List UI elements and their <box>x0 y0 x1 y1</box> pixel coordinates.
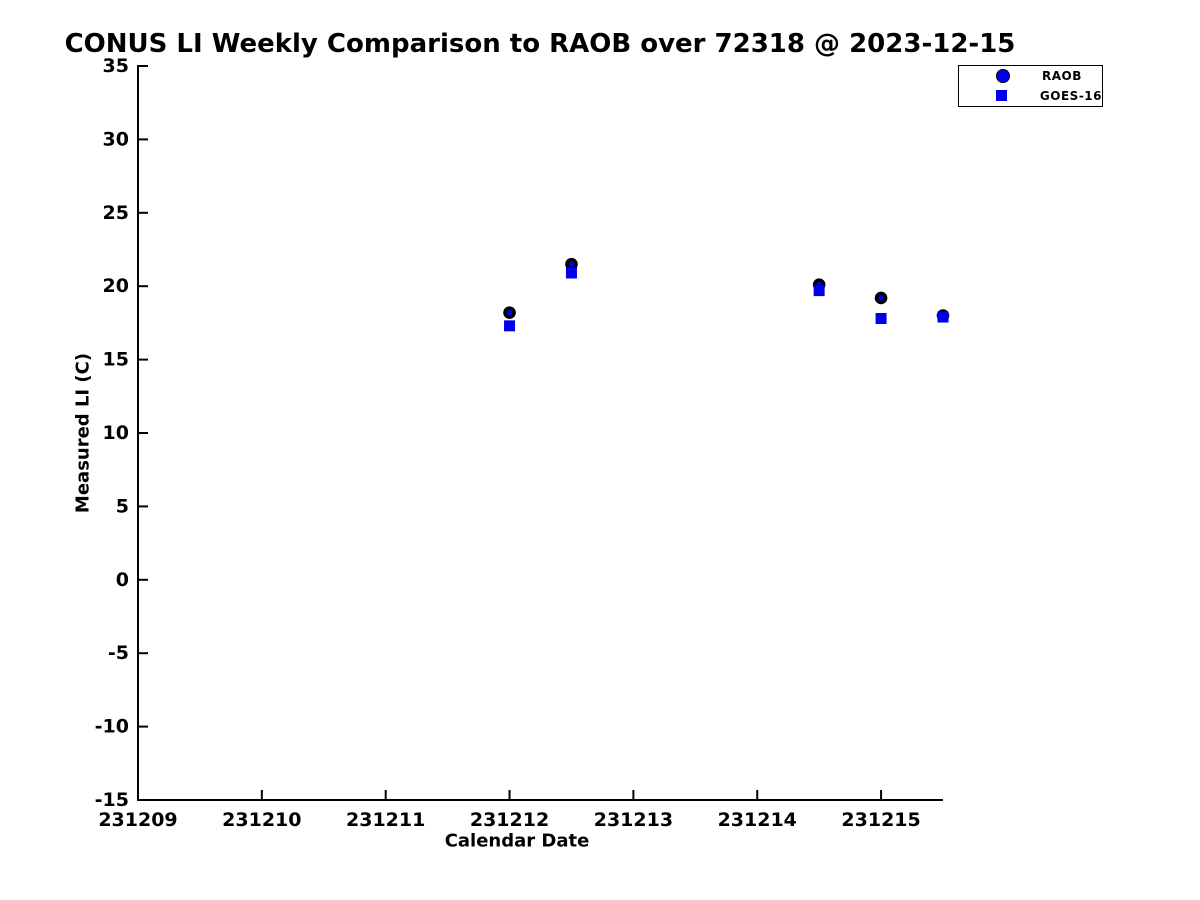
y-tick-label: 0 <box>116 569 129 591</box>
goes-16-marker <box>504 320 516 332</box>
legend-row-raob: RAOB <box>959 67 1102 85</box>
y-tick-label: -15 <box>95 789 129 811</box>
x-tick-label: 231209 <box>98 809 177 831</box>
raob-circle-icon <box>996 69 1010 84</box>
goes-16-marker <box>565 267 577 279</box>
raob-marker <box>565 257 578 271</box>
raob-marker <box>503 306 516 319</box>
y-tick-label: 25 <box>103 202 129 224</box>
legend-label-raob: RAOB <box>1042 69 1082 84</box>
y-tick-label: 15 <box>103 349 129 371</box>
y-tick-label: 5 <box>116 495 129 517</box>
y-tick-label: -5 <box>108 642 129 664</box>
x-tick-label: 231215 <box>841 809 920 831</box>
goes-16-marker <box>813 285 825 297</box>
raob-marker <box>874 291 888 305</box>
x-tick-label: 231214 <box>718 809 797 831</box>
legend: RAOB GOES-16 <box>958 65 1103 107</box>
x-tick-label: 231212 <box>470 809 549 831</box>
y-tick-label: 10 <box>103 422 129 444</box>
x-axis-label: Calendar Date <box>444 830 590 852</box>
goes16-square-icon <box>996 90 1008 102</box>
goes-16-marker <box>875 312 887 324</box>
legend-label-goes16: GOES-16 <box>1039 88 1102 103</box>
y-tick-label: 20 <box>103 275 129 297</box>
x-tick-label: 231211 <box>346 809 425 831</box>
y-tick-label: -10 <box>95 716 129 738</box>
x-tick-label: 231213 <box>594 809 673 831</box>
chart-title: CONUS LI Weekly Comparison to RAOB over … <box>64 29 1016 59</box>
y-tick-label: 30 <box>103 128 129 150</box>
goes-16-marker <box>937 311 949 323</box>
legend-row-goes16: GOES-16 <box>959 87 1102 105</box>
x-tick-label: 231210 <box>222 809 301 831</box>
y-tick-label: 35 <box>103 55 129 77</box>
